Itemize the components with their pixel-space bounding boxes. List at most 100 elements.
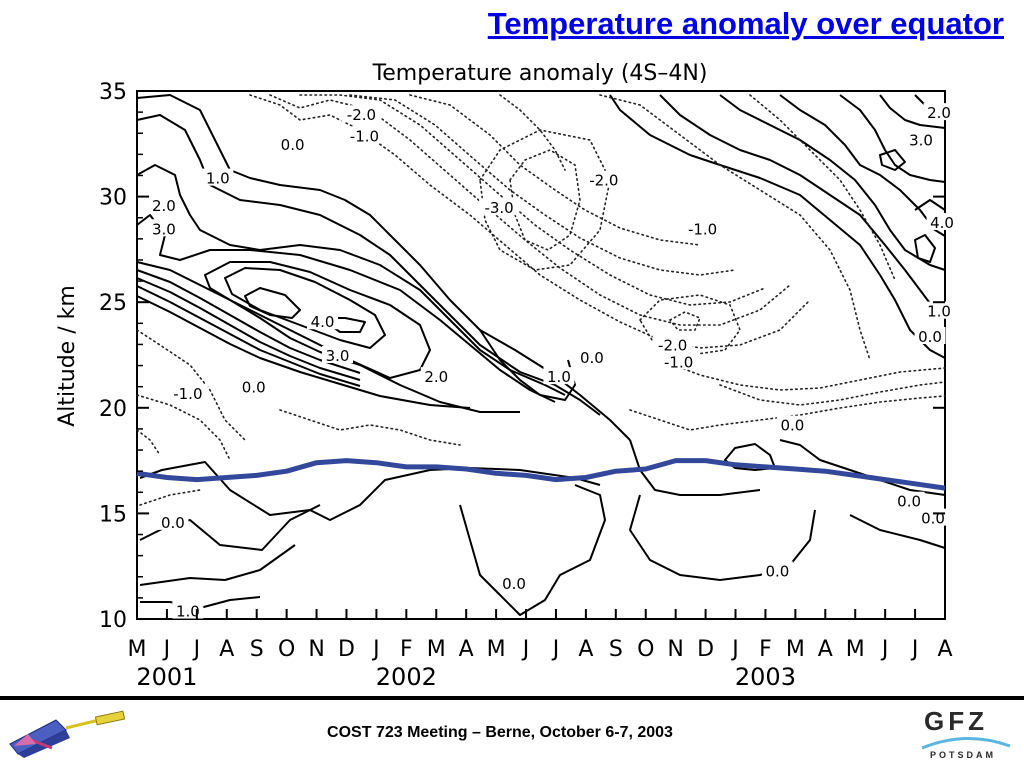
contour-label-bg: [923, 103, 955, 121]
footer-text: COST 723 Meeting – Berne, October 6-7, 2…: [327, 724, 673, 741]
contour-label-bg: [167, 384, 208, 402]
contour-label: 0.0: [780, 417, 804, 435]
x-month-label: J: [371, 637, 380, 662]
x-month-label: M: [128, 637, 147, 662]
contour-label-bg: [322, 346, 354, 363]
contour-label: 1.0: [547, 368, 571, 386]
contour-label: 0.0: [161, 514, 185, 532]
y-tick-label: 30: [99, 186, 127, 211]
gfz-logo-text: GFZ: [924, 706, 988, 736]
x-month-label: N: [667, 637, 683, 662]
y-tick-label: 10: [99, 608, 127, 633]
contour-label-bg: [307, 312, 339, 330]
x-month-label: J: [730, 637, 739, 662]
contour-label-bg: [157, 512, 189, 530]
x-month-label: M: [786, 637, 805, 662]
x-month-label: M: [487, 637, 506, 662]
positive-contours: [136, 94, 946, 616]
contour-label-bg: [923, 301, 955, 319]
x-month-label: O: [278, 637, 295, 662]
contour-label: -1.0: [173, 385, 202, 403]
contour-label: 3.0: [326, 347, 350, 365]
x-month-label: O: [637, 637, 654, 662]
contour-label: 3.0: [909, 132, 933, 150]
contour-label: -2.0: [658, 336, 687, 354]
gfz-logo-subtext: POTSDAM: [930, 750, 996, 760]
x-month-label: S: [609, 637, 623, 662]
contour-label-bg: [893, 491, 925, 509]
contour-label: 0.0: [502, 575, 526, 593]
contour-label: -1.0: [688, 220, 717, 238]
contour-label-bg: [148, 219, 180, 237]
swoosh-icon: [921, 737, 1011, 750]
contour-label: 0.0: [897, 493, 921, 511]
contour-label-bg: [420, 367, 452, 385]
contour-label-bg: [479, 198, 520, 216]
x-month-label: M: [846, 637, 865, 662]
contour-label-bg: [498, 574, 530, 592]
contour-label-bg: [652, 335, 693, 353]
contour-label: 4.0: [311, 313, 335, 331]
y-tick-label: 20: [99, 397, 127, 422]
x-month-label: A: [459, 637, 474, 662]
contour-label: -2.0: [347, 106, 376, 124]
x-month-label: A: [219, 637, 234, 662]
contour-label-bg: [576, 348, 608, 366]
contour-label-bg: [926, 212, 958, 230]
footer-divider: [0, 696, 1024, 700]
x-month-label: F: [400, 637, 413, 662]
contour-label-bg: [202, 168, 234, 186]
y-axis: 10 15 20 25 30 35: [99, 80, 945, 633]
contour-label: 1.0: [927, 303, 951, 321]
x-year-label: 2002: [376, 663, 437, 691]
y-tick-label: 15: [99, 502, 127, 527]
x-year-label: 2003: [735, 663, 796, 691]
contour-label: 2.0: [424, 368, 448, 386]
contour-label: 0.0: [765, 562, 789, 580]
x-month-label: F: [759, 637, 772, 662]
x-month-label: A: [937, 637, 952, 662]
contour-label: 0.0: [281, 136, 305, 154]
x-month-label: A: [578, 637, 593, 662]
contour-labels: -2.0-1.00.01.02.03.04.03.02.0 1.00.0-1.0 0…: [148, 103, 958, 621]
x-month-label: D: [338, 637, 355, 662]
contour-label: 0.0: [580, 349, 604, 367]
y-axis-label: Altitude / km: [55, 285, 80, 427]
chart-title: Temperature anomaly (4S–4N): [372, 61, 708, 86]
contour-label: 3.0: [152, 220, 176, 238]
x-month-label: J: [162, 637, 171, 662]
satellite-icon: [9, 710, 126, 758]
contour-label: 2.0: [927, 104, 951, 122]
x-month-label: D: [697, 637, 714, 662]
contour-label-bg: [238, 377, 270, 395]
contour-label: -3.0: [484, 199, 513, 217]
x-month-label: A: [818, 637, 833, 662]
y-tick-label: 25: [99, 291, 127, 316]
plot-frame: [136, 90, 946, 620]
contour-label-bg: [583, 170, 624, 188]
contour-label: 0.0: [918, 328, 942, 346]
slide-title: Temperature anomaly over equator: [487, 6, 1004, 41]
contour-label-bg: [761, 561, 793, 579]
contour-label-bg: [776, 415, 808, 433]
contour-label: 4.0: [930, 214, 954, 232]
tropopause-line: [136, 458, 946, 491]
contour-label-bg: [905, 130, 937, 148]
contour-label: 1.0: [206, 170, 230, 188]
x-month-label: J: [551, 637, 560, 662]
gfz-logo: GFZ POTSDAM: [918, 706, 1014, 764]
contour-chart: Temperature anomaly (4S–4N): [55, 61, 958, 691]
x-year-label: 2001: [136, 663, 197, 691]
contour-label-bg: [148, 196, 180, 214]
contour-label-bg: [543, 367, 575, 385]
contour-label-bg: [341, 105, 382, 123]
x-month-label: J: [521, 637, 530, 662]
contour-label-bg: [172, 601, 204, 619]
contour-label: -1.0: [350, 127, 379, 145]
contour-label-bg: [658, 352, 699, 370]
contour-label: 0.0: [242, 379, 266, 397]
x-month-label: S: [250, 637, 264, 662]
contour-label-bg: [277, 134, 309, 152]
contour-label: -1.0: [664, 353, 693, 371]
